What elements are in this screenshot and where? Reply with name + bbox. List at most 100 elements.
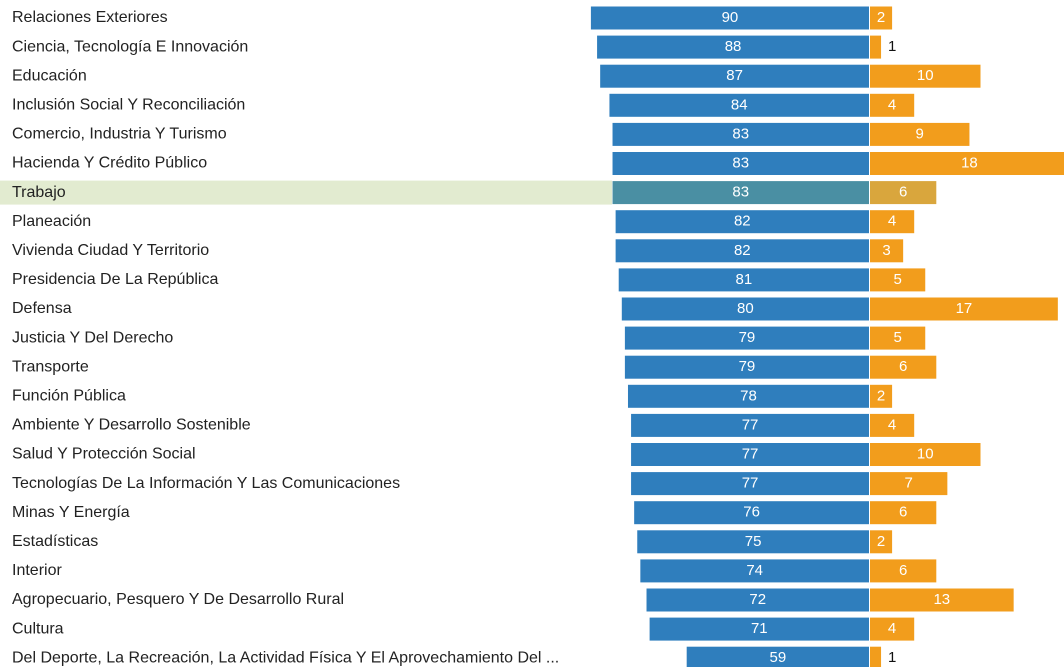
value-label: 2 <box>877 387 885 404</box>
bar-right <box>870 355 937 379</box>
bar-right <box>870 413 915 437</box>
value-label: 75 <box>745 533 762 550</box>
category-label: Educación <box>12 67 87 84</box>
category-label: Ambiente Y Desarrollo Sostenible <box>12 417 251 434</box>
value-label: 74 <box>746 562 763 579</box>
value-label: 87 <box>726 67 743 84</box>
value-label: 2 <box>877 9 885 26</box>
value-label: 83 <box>732 125 749 142</box>
bar-left <box>615 210 869 234</box>
row-highlight <box>0 180 612 205</box>
bar-right <box>870 646 882 667</box>
value-label: 71 <box>751 620 768 637</box>
category-label: Interior <box>12 562 62 579</box>
bar-left <box>634 501 869 525</box>
category-label: Vivienda Ciudad Y Territorio <box>12 242 209 259</box>
value-label: 6 <box>899 358 907 375</box>
bar-left <box>631 472 869 496</box>
category-label: Hacienda Y Crédito Público <box>12 155 207 172</box>
bar-left <box>612 181 869 205</box>
category-label: Salud Y Protección Social <box>12 446 196 463</box>
category-label: Defensa <box>12 300 72 317</box>
category-label: Tecnologías De La Información Y Las Comu… <box>12 475 400 492</box>
bar-right <box>870 152 1064 175</box>
value-label: 4 <box>888 620 896 637</box>
category-label: Del Deporte, La Recreación, La Actividad… <box>12 649 559 666</box>
value-label: 5 <box>893 329 901 346</box>
value-label: 10 <box>917 67 934 84</box>
category-label: Agropecuario, Pesquero Y De Desarrollo R… <box>12 591 344 608</box>
bar-left <box>640 559 869 583</box>
value-label: 6 <box>899 184 907 201</box>
category-label: Transporte <box>12 358 89 375</box>
category-label: Justicia Y Del Derecho <box>12 329 173 346</box>
bar-right <box>870 35 882 59</box>
bar-left <box>649 617 869 641</box>
value-label: 59 <box>770 649 787 666</box>
bar-right <box>870 559 937 583</box>
bar-right <box>870 501 937 525</box>
category-label: Inclusión Social Y Reconciliación <box>12 97 245 114</box>
bar-right <box>870 210 915 234</box>
category-label: Ciencia, Tecnología E Innovación <box>12 38 248 55</box>
bar-left <box>615 239 869 263</box>
bar-left <box>618 268 869 292</box>
bar-left <box>590 6 869 30</box>
value-label: 77 <box>742 416 759 433</box>
bar-left <box>627 384 869 408</box>
value-label: 17 <box>956 300 973 317</box>
bar-left <box>621 297 869 321</box>
bar-right <box>870 239 904 263</box>
bar-left <box>612 122 869 146</box>
value-label: 4 <box>888 96 896 113</box>
value-label: 10 <box>917 445 934 462</box>
bar-right <box>870 384 893 408</box>
value-label: 4 <box>888 416 896 433</box>
bar-right <box>870 93 915 117</box>
value-label: 77 <box>742 445 759 462</box>
category-label: Comercio, Industria Y Turismo <box>12 126 227 143</box>
value-label: 3 <box>882 242 890 259</box>
bar-right <box>870 472 948 496</box>
value-label: 5 <box>893 271 901 288</box>
value-label: 83 <box>732 184 749 201</box>
value-label: 72 <box>749 591 766 608</box>
value-label: 6 <box>899 504 907 521</box>
bar-left <box>631 413 869 437</box>
bar-left <box>686 646 869 667</box>
bar-left <box>624 326 869 350</box>
value-label: 84 <box>731 96 748 113</box>
category-label: Relaciones Exteriores <box>12 9 168 26</box>
category-label: Planeación <box>12 213 91 230</box>
bar-right <box>870 530 893 554</box>
value-label: 88 <box>725 38 742 55</box>
value-label: 18 <box>961 154 978 171</box>
bar-right <box>870 617 915 641</box>
value-label: 79 <box>739 329 756 346</box>
bar-right <box>870 588 1014 612</box>
bar-right <box>870 122 970 146</box>
bar-left <box>637 530 869 554</box>
value-label: 82 <box>734 242 751 259</box>
bar-right <box>870 443 981 466</box>
category-label: Estadísticas <box>12 533 98 550</box>
bar-left <box>609 93 869 117</box>
value-label: 90 <box>722 9 739 26</box>
value-label: 6 <box>899 562 907 579</box>
value-label: 83 <box>732 154 749 171</box>
bar-right <box>870 297 1058 321</box>
bar-left <box>646 588 869 612</box>
bar-right <box>870 326 926 350</box>
category-label: Minas Y Energía <box>12 504 130 521</box>
value-label: 78 <box>740 387 757 404</box>
bar-right <box>870 64 981 88</box>
bar-left <box>600 64 869 88</box>
value-label: 1 <box>888 38 896 55</box>
bar-left <box>612 152 869 175</box>
value-label: 1 <box>888 649 896 666</box>
value-label: 82 <box>734 213 751 230</box>
value-label: 2 <box>877 533 885 550</box>
category-label: Cultura <box>12 620 64 637</box>
value-label: 80 <box>737 300 754 317</box>
